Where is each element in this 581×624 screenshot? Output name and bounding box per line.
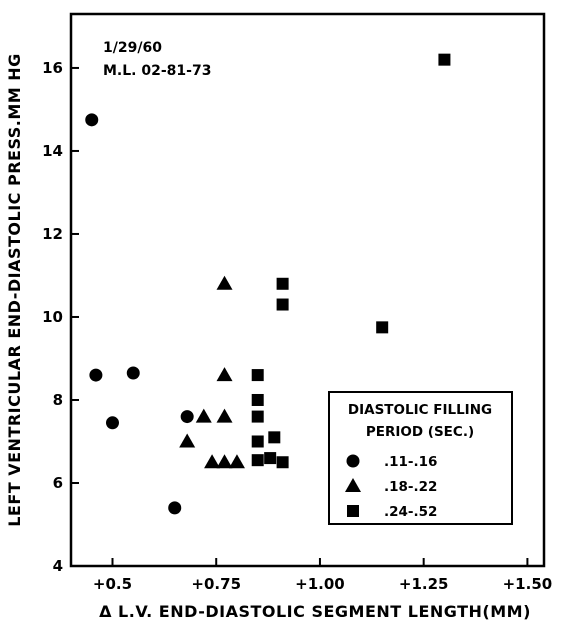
triangle-data-point bbox=[216, 408, 233, 423]
circle-data-point bbox=[126, 366, 140, 380]
square-data-point bbox=[251, 369, 264, 382]
square-data-point bbox=[251, 454, 264, 467]
square-data-point bbox=[438, 53, 451, 66]
y-axis-ticks: 4 6 8 10 12 14 16 bbox=[42, 59, 79, 575]
y-tick-label: 4 bbox=[53, 557, 63, 575]
y-tick-label: 6 bbox=[53, 474, 63, 492]
legend-entry-label: .24-.52 bbox=[384, 504, 437, 520]
x-axis-ticks: +0.5 +0.75 +1.00 +1.25 +1.50 bbox=[93, 558, 552, 593]
plot-frame bbox=[69, 12, 546, 568]
triangle-data-point bbox=[195, 408, 212, 423]
square-data-point bbox=[268, 431, 281, 444]
legend-title-line-1: DIASTOLIC FILLING bbox=[348, 402, 492, 418]
triangle-data-point bbox=[179, 433, 196, 448]
square-data-point bbox=[251, 393, 264, 406]
x-tick-label: +1.50 bbox=[503, 575, 553, 593]
legend-box bbox=[328, 391, 513, 525]
square-data-point bbox=[276, 298, 289, 311]
legend-circle-marker bbox=[346, 454, 360, 468]
x-tick-label: +1.25 bbox=[399, 575, 449, 593]
triangle-data-point bbox=[216, 367, 233, 382]
x-tick-label: +0.75 bbox=[191, 575, 241, 593]
square-data-point bbox=[264, 452, 277, 465]
triangle-data-point bbox=[204, 454, 221, 469]
x-tick-label: +1.00 bbox=[295, 575, 345, 593]
square-data-point bbox=[251, 435, 264, 448]
triangle-data-point bbox=[216, 275, 233, 290]
circle-data-point bbox=[105, 416, 119, 430]
y-tick-label: 8 bbox=[53, 391, 63, 409]
y-tick-label: 14 bbox=[42, 142, 63, 160]
date-annotation: 1/29/60 bbox=[103, 40, 162, 56]
y-tick-label: 12 bbox=[42, 225, 63, 243]
y-axis-label: LEFT VENTRICULAR END-DIASTOLIC PRESS.MM … bbox=[5, 53, 24, 527]
square-data-point bbox=[376, 321, 389, 334]
legend-entry-label: .18-.22 bbox=[384, 479, 437, 495]
x-tick-label: +0.5 bbox=[93, 575, 132, 593]
triangle-data-point bbox=[216, 454, 233, 469]
legend-square-marker bbox=[347, 505, 359, 517]
legend-triangle-marker bbox=[345, 478, 361, 492]
circle-data-point bbox=[89, 368, 103, 382]
legend-entry-label: .11-.16 bbox=[384, 454, 437, 470]
legend-title-line-2: PERIOD (SEC.) bbox=[366, 424, 474, 440]
legend-entries: .11-.16 .18-.22 .24-.52 bbox=[345, 454, 437, 520]
circle-data-point bbox=[168, 501, 182, 515]
triangle-data-point bbox=[228, 454, 245, 469]
patient-id-annotation: M.L. 02-81-73 bbox=[103, 63, 211, 79]
square-data-point bbox=[251, 410, 264, 423]
data-points bbox=[85, 53, 451, 515]
y-tick-label: 16 bbox=[42, 59, 63, 77]
circle-data-point bbox=[180, 410, 194, 424]
legend: DIASTOLIC FILLING PERIOD (SEC.) .11-.16.… bbox=[328, 391, 513, 525]
y-tick-label: 10 bbox=[42, 308, 63, 326]
x-axis-label: Δ L.V. END-DIASTOLIC SEGMENT LENGTH(MM) bbox=[99, 602, 531, 621]
square-data-point bbox=[276, 277, 289, 290]
square-data-point bbox=[276, 456, 289, 469]
circle-data-point bbox=[85, 113, 99, 127]
